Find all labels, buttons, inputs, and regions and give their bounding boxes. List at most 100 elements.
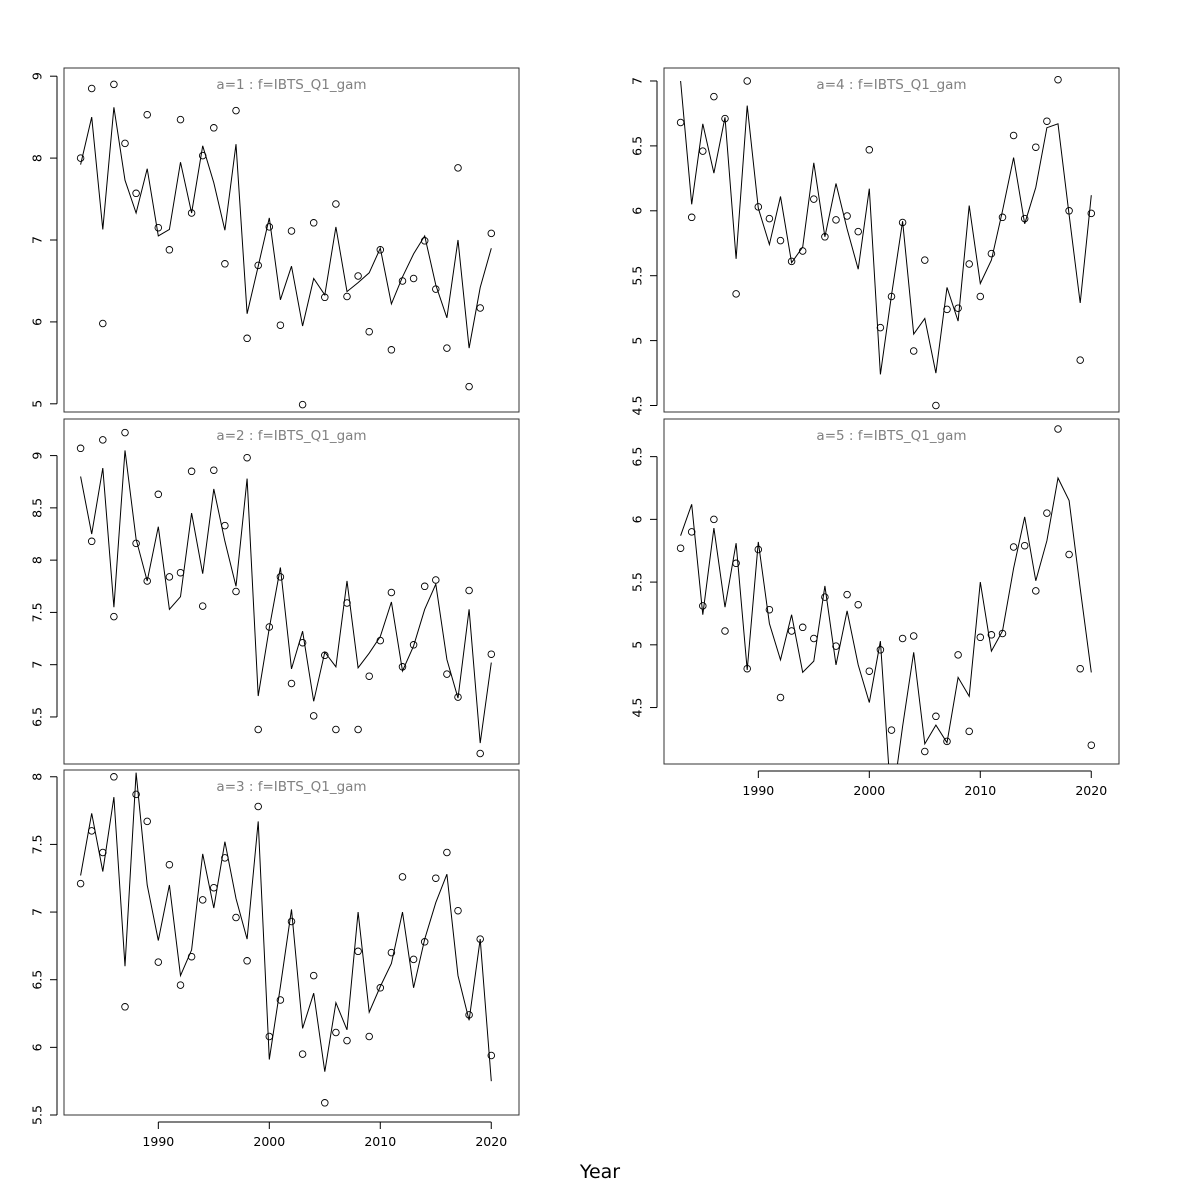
observed-point xyxy=(898,634,907,643)
observed-point xyxy=(743,664,751,673)
x-tick-label: 1990 xyxy=(142,1134,174,1149)
observed-point xyxy=(387,948,396,957)
observed-point xyxy=(265,623,274,631)
observed-point xyxy=(154,958,163,966)
observed-point xyxy=(287,227,296,235)
panel-2: a=2 : f=IBTS_Q1_gam 6.5 7 7.5 8 8.5 9 xyxy=(30,418,520,765)
observed-point xyxy=(687,213,696,222)
y-tick-label: 6.5 xyxy=(30,707,45,727)
observed-point xyxy=(487,1051,496,1060)
observed-point xyxy=(232,913,240,922)
observed-point xyxy=(865,667,874,675)
observed-point xyxy=(1020,541,1029,550)
observed-point xyxy=(276,321,285,329)
observed-point xyxy=(354,725,362,734)
observed-point xyxy=(1054,75,1062,84)
observed-point xyxy=(854,600,862,609)
panel-data xyxy=(76,772,496,1107)
y-tick-label: 6.5 xyxy=(630,447,645,467)
fitted-line xyxy=(80,772,492,1082)
observed-point xyxy=(943,737,951,746)
observed-point xyxy=(87,84,96,93)
observed-point xyxy=(232,106,240,115)
y-tick-label: 7 xyxy=(30,236,45,244)
observed-point xyxy=(932,712,940,721)
observed-point xyxy=(332,200,340,208)
y-tick-label: 5 xyxy=(30,400,45,408)
fitted-line xyxy=(80,450,492,744)
x-tick-label: 1990 xyxy=(742,783,774,798)
observed-point xyxy=(1054,425,1062,433)
panel-frame xyxy=(63,418,520,765)
observed-point xyxy=(998,213,1007,222)
observed-point xyxy=(476,749,484,758)
observed-point xyxy=(443,848,451,857)
panel-1: a=1 : f=IBTS_Q1_gam 5 6 7 8 9 xyxy=(30,67,520,413)
observed-point xyxy=(187,952,196,961)
fitted-line xyxy=(680,80,1092,375)
observed-point xyxy=(876,646,885,654)
observed-point xyxy=(699,602,707,610)
observed-point xyxy=(887,292,896,301)
observed-point xyxy=(154,223,163,232)
y-tick-label: 5.5 xyxy=(630,572,645,592)
observed-point xyxy=(976,633,985,642)
observed-point xyxy=(232,587,240,596)
observed-point xyxy=(376,246,385,254)
panel-frame xyxy=(63,67,520,413)
x-tick-label: 2010 xyxy=(964,783,996,798)
observed-point xyxy=(776,693,785,702)
panel-title: a=1 : f=IBTS_Q1_gam xyxy=(216,77,366,93)
observed-point xyxy=(965,260,973,268)
observed-point xyxy=(221,260,229,268)
observed-point xyxy=(432,285,440,293)
observed-point xyxy=(787,257,796,266)
observed-point xyxy=(721,627,729,635)
panel-title: a=3 : f=IBTS_Q1_gam xyxy=(216,779,366,795)
observed-point xyxy=(876,323,885,332)
observed-point xyxy=(1009,543,1018,551)
panel-5: a=5 : f=IBTS_Q1_gam 4.5 5 5.5 6 6.5 1990 2000 20… xyxy=(630,418,1120,798)
observed-point xyxy=(465,586,473,595)
observed-point xyxy=(110,773,118,781)
observed-point xyxy=(921,256,929,264)
observed-point xyxy=(376,636,385,645)
observed-point xyxy=(321,1099,329,1107)
observed-point xyxy=(921,747,929,756)
observed-point xyxy=(210,466,218,474)
observed-point xyxy=(121,428,129,437)
observed-point xyxy=(810,634,818,643)
observed-point xyxy=(943,305,951,314)
panel-frame xyxy=(663,67,1120,413)
observed-point xyxy=(909,347,918,355)
observed-point xyxy=(398,663,407,671)
observed-point xyxy=(132,539,140,548)
observed-point xyxy=(965,727,973,736)
observed-point xyxy=(1043,117,1051,125)
y-tick-label: 6 xyxy=(630,207,645,215)
observed-point xyxy=(443,670,451,678)
observed-point xyxy=(365,1032,373,1041)
observed-point xyxy=(465,1011,473,1019)
panel-data xyxy=(76,80,496,409)
observed-point xyxy=(343,292,351,301)
observed-point xyxy=(432,576,440,584)
observed-point xyxy=(176,981,185,989)
observed-point xyxy=(898,218,907,227)
observed-point xyxy=(732,559,740,568)
observed-point xyxy=(176,568,185,577)
y-tick-label: 4.5 xyxy=(630,396,645,416)
x-tick-label: 2020 xyxy=(1075,783,1107,798)
observed-point xyxy=(321,651,329,660)
observed-point xyxy=(298,400,307,409)
observed-point xyxy=(387,588,396,597)
y-tick-label: 8 xyxy=(30,773,45,781)
observed-point xyxy=(398,277,407,285)
y-tick-label: 7 xyxy=(30,661,45,669)
y-tick-label: 5 xyxy=(630,641,645,649)
observed-point xyxy=(1032,587,1040,595)
y-tick-label: 5.5 xyxy=(30,1105,45,1125)
x-tick-label: 2000 xyxy=(253,1134,285,1149)
observed-point xyxy=(165,573,174,581)
observed-point xyxy=(843,590,851,599)
